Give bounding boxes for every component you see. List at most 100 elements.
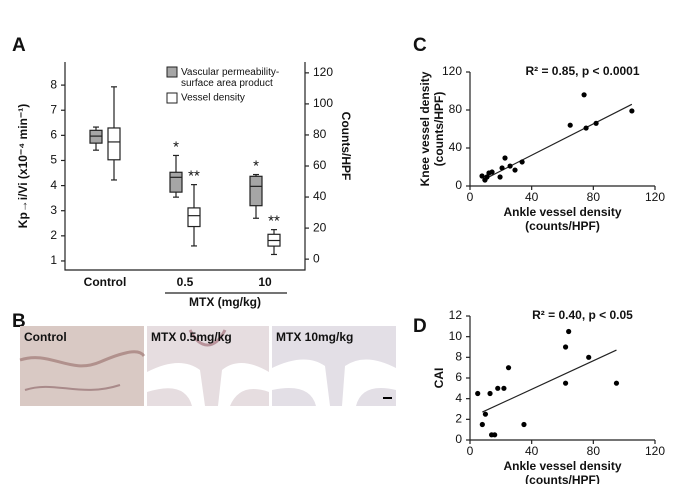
tick-label: 40: [313, 189, 327, 203]
point: [489, 169, 495, 175]
tick-label: 10: [449, 329, 463, 343]
significance: *: [173, 138, 179, 155]
y-axis-label: (counts/HPF): [432, 92, 446, 167]
point: [479, 173, 485, 179]
tissue: [188, 329, 227, 347]
significance: **: [268, 213, 280, 230]
x-axis-label: (counts/HPF): [525, 473, 600, 484]
tick-label: 3: [50, 203, 57, 217]
point: [586, 354, 592, 360]
tick-label: 6: [455, 370, 462, 384]
tick-label: 20: [313, 220, 327, 234]
tick-label: 2: [455, 412, 462, 426]
micrograph: MTX 0.5mg/kg: [147, 326, 269, 406]
tick-label: 7: [50, 102, 57, 116]
point: [566, 328, 572, 335]
micrograph: MTX 10mg/kg: [272, 326, 396, 406]
micrograph-label: Control: [24, 330, 67, 344]
micrograph: Control: [19, 326, 146, 406]
point: [479, 421, 485, 428]
point: [495, 385, 501, 391]
legend-label: Vascular permeability-surface area produ…: [181, 67, 279, 89]
tick-label: 2: [50, 228, 57, 242]
point: [562, 380, 569, 386]
tick-label: 0: [455, 432, 462, 446]
point: [497, 174, 503, 180]
group-label: MTX (mg/kg): [189, 295, 261, 309]
tick-label: 80: [449, 102, 463, 116]
legend-line: Vascular permeability-: [181, 67, 279, 78]
box: [169, 171, 183, 193]
y-axis-label: Knee vessel density: [418, 71, 432, 186]
y-axis-label: CAI: [432, 368, 446, 389]
y2-axis-label: Counts/HPF: [339, 112, 353, 181]
point: [501, 385, 507, 391]
tick-label: 40: [449, 140, 463, 154]
tick-label: 8: [455, 350, 462, 364]
tick-label: 120: [442, 64, 462, 78]
point: [492, 432, 498, 438]
tick-label: 40: [525, 190, 539, 204]
tick-label: 4: [50, 178, 57, 192]
significance: *: [253, 158, 259, 175]
legend-swatch: [166, 66, 178, 78]
tick-label: 5: [50, 153, 57, 167]
point: [521, 421, 527, 428]
tick-label: 1: [50, 253, 57, 267]
x-axis-label: Ankle vessel density: [503, 205, 621, 219]
point: [629, 108, 635, 114]
tick-label: 0: [313, 251, 320, 265]
point: [581, 92, 587, 98]
legend-line: surface area product: [181, 78, 273, 89]
micrograph-label: MTX 0.5mg/kg: [151, 330, 232, 344]
point: [519, 159, 525, 165]
point: [482, 411, 489, 417]
point: [567, 122, 573, 128]
bone: [147, 362, 269, 406]
tissue: [19, 350, 146, 368]
legend-swatch: [166, 92, 178, 104]
tick-label: 80: [313, 127, 327, 141]
annotation: R² = 0.85, p < 0.0001: [525, 64, 639, 78]
legend-label: Vessel density: [181, 93, 245, 104]
tick-label: 60: [313, 158, 327, 172]
x-tick-label: 10: [258, 275, 272, 289]
tick-label: 40: [525, 444, 539, 458]
significance: **: [188, 168, 200, 185]
tick-label: 6: [50, 128, 57, 142]
x-axis-label: Ankle vessel density: [503, 459, 621, 473]
panel-label: A: [12, 35, 26, 56]
tick-label: 120: [645, 190, 665, 204]
tick-label: 0: [467, 190, 474, 204]
tick-label: 0: [455, 178, 462, 192]
annotation: R² = 0.40, p < 0.05: [532, 308, 633, 322]
point: [475, 390, 481, 397]
tick-label: 0: [467, 444, 474, 458]
tick-label: 80: [587, 190, 601, 204]
point: [613, 380, 620, 386]
bone: [272, 359, 396, 406]
box: [187, 207, 201, 228]
tick-label: 120: [645, 444, 665, 458]
point: [507, 163, 513, 169]
point: [499, 165, 505, 171]
trendline: [482, 349, 617, 413]
x-tick-label: Control: [84, 275, 127, 289]
box: [249, 175, 263, 207]
point: [512, 167, 518, 173]
y-axis-label: Kp→i/Vi (x10⁻⁴ min⁻¹): [16, 104, 30, 228]
point: [487, 390, 493, 397]
panel-label: C: [413, 35, 427, 56]
tick-label: 8: [50, 77, 57, 91]
point: [505, 365, 512, 371]
tick-label: 80: [587, 444, 601, 458]
x-axis-label: (counts/HPF): [525, 219, 600, 233]
panel-label: D: [413, 316, 427, 337]
box: [107, 127, 121, 161]
x-tick-label: 0.5: [177, 275, 194, 289]
point: [484, 174, 490, 180]
tick-label: 120: [313, 65, 333, 79]
tick-label: 12: [449, 308, 463, 322]
point: [593, 120, 599, 126]
